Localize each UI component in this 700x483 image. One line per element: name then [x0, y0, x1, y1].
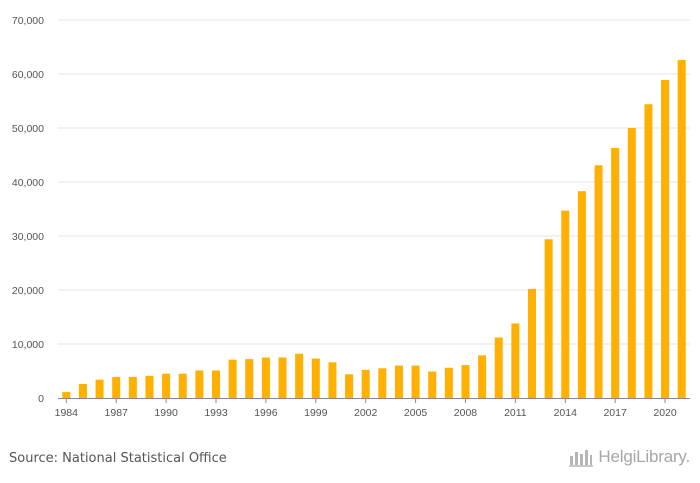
x-tick-label: 2014 [554, 407, 578, 419]
x-tick-label: 1990 [154, 407, 178, 419]
bar-2001[interactable] [345, 374, 354, 398]
bars [62, 59, 686, 399]
bar-2002[interactable] [361, 369, 370, 398]
source-note: Source: National Statistical Office [9, 451, 227, 466]
bar-2008[interactable] [461, 365, 470, 398]
bar-1992[interactable] [195, 370, 204, 398]
bar-1993[interactable] [212, 370, 220, 398]
bar-2014[interactable] [561, 210, 570, 398]
y-tick-label: 50,000 [12, 123, 44, 135]
bar-2017[interactable] [611, 147, 620, 398]
bar-1984[interactable] [62, 392, 71, 398]
x-tick-label: 2008 [454, 407, 478, 419]
x-tick-label: 2005 [404, 407, 428, 419]
x-axis [58, 398, 690, 403]
x-tick-label: 2002 [354, 407, 378, 419]
bar-2006[interactable] [428, 371, 437, 398]
bar-2003[interactable] [378, 368, 387, 398]
bar-1988[interactable] [128, 376, 137, 398]
bar-2018[interactable] [627, 128, 636, 398]
bar-2020[interactable] [661, 79, 670, 398]
bar-1991[interactable] [178, 373, 187, 398]
x-tick-label: 1987 [105, 407, 129, 419]
bar-2000[interactable] [328, 362, 337, 398]
bar-2010[interactable] [494, 337, 503, 398]
bar-1999[interactable] [311, 358, 320, 398]
bar-chart: 0 10,000 20,000 30,000 40,000 50,000 60,000 70,… [12, 15, 690, 419]
bar-2016[interactable] [594, 165, 603, 398]
bar-1998[interactable] [295, 353, 304, 398]
helgi-library-logo[interactable]: HelgiLibrary. [568, 447, 690, 467]
y-tick-label: 20,000 [12, 285, 44, 297]
brand-name: HelgiLibrary. [598, 447, 690, 466]
x-tick-label: 1993 [204, 407, 228, 419]
y-tick-label: 40,000 [12, 177, 44, 189]
x-tick-label: 1996 [254, 407, 278, 419]
bar-1987[interactable] [112, 376, 121, 398]
bar-1989[interactable] [145, 375, 154, 398]
bar-1985[interactable] [78, 383, 87, 398]
bar-2019[interactable] [644, 104, 653, 399]
bar-2009[interactable] [478, 355, 487, 398]
y-tick-label: 30,000 [12, 231, 44, 243]
bar-1997[interactable] [278, 357, 287, 399]
bar-2007[interactable] [444, 367, 453, 398]
bar-2005[interactable] [411, 365, 420, 398]
bar-1986[interactable] [95, 379, 104, 398]
helgi-library-icon [568, 447, 594, 467]
bar-1996[interactable] [261, 357, 270, 399]
bar-2015[interactable] [577, 191, 586, 398]
bar-2021[interactable] [677, 59, 686, 399]
bar-2011[interactable] [511, 323, 520, 398]
bar-2013[interactable] [544, 239, 553, 398]
y-tick-label: 60,000 [12, 69, 44, 81]
y-tick-label: 70,000 [12, 15, 44, 27]
x-axis-labels: 1984 1987 1990 1993 1996 1999 2002 2005 2008 2011… [55, 407, 677, 419]
bar-1994[interactable] [228, 359, 237, 398]
y-axis-labels: 0 10,000 20,000 30,000 40,000 50,000 60,000 70,… [12, 15, 44, 405]
gridlines [58, 19, 690, 345]
bar-1995[interactable] [245, 359, 254, 398]
y-tick-label: 0 [38, 393, 44, 405]
x-tick-label: 2017 [603, 407, 627, 419]
x-tick-label: 1984 [55, 407, 79, 419]
x-tick-label: 1999 [304, 407, 328, 419]
bar-2012[interactable] [528, 288, 536, 398]
y-tick-label: 10,000 [12, 339, 44, 351]
x-tick-label: 2020 [653, 407, 677, 419]
bar-1990[interactable] [162, 373, 171, 398]
x-tick-label: 2011 [504, 407, 527, 419]
bar-2004[interactable] [394, 365, 403, 398]
